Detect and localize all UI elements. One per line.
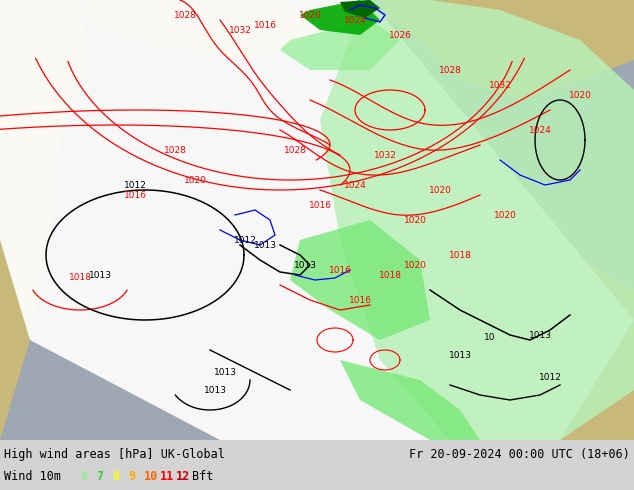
Polygon shape [80,0,320,60]
Text: 10: 10 [144,469,158,483]
Text: 10: 10 [484,333,496,342]
Text: 1013: 1013 [89,270,112,279]
Text: 1016: 1016 [309,200,332,210]
Text: 1028: 1028 [164,146,186,154]
Text: 1028: 1028 [174,10,197,20]
Polygon shape [340,0,380,18]
Text: 1018: 1018 [378,270,401,279]
Polygon shape [280,20,400,70]
Text: 7: 7 [96,469,103,483]
Text: 1020: 1020 [404,216,427,224]
Text: 1013: 1013 [254,241,276,249]
Text: 1020: 1020 [299,10,321,20]
Text: 6: 6 [80,469,87,483]
Polygon shape [320,0,634,440]
Polygon shape [340,360,480,440]
Text: 1012: 1012 [233,236,256,245]
Text: 9: 9 [128,469,135,483]
Text: 1013: 1013 [448,350,472,360]
Text: 12: 12 [176,469,190,483]
Text: 1032: 1032 [229,25,252,34]
Text: 1020: 1020 [429,186,451,195]
Text: 1024: 1024 [529,125,552,134]
Text: 1016: 1016 [349,295,372,304]
Text: 1013: 1013 [294,261,316,270]
Text: High wind areas [hPa] UK-Global: High wind areas [hPa] UK-Global [4,447,225,461]
Text: 1020: 1020 [493,211,517,220]
Text: 1032: 1032 [373,150,396,160]
Text: 1028: 1028 [439,66,462,74]
Text: Bft: Bft [192,469,214,483]
Polygon shape [290,220,430,340]
Text: 11: 11 [160,469,174,483]
Text: 1013: 1013 [214,368,236,376]
Text: 1018: 1018 [448,250,472,260]
Polygon shape [300,0,380,35]
Text: 1018: 1018 [68,272,91,281]
Text: 1016: 1016 [124,191,146,199]
Polygon shape [480,320,634,440]
Text: 1016: 1016 [328,266,351,274]
Text: 8: 8 [112,469,119,483]
Text: 1013: 1013 [204,386,226,394]
Text: 1032: 1032 [489,80,512,90]
Polygon shape [0,0,634,440]
Text: Wind 10m: Wind 10m [4,469,61,483]
Text: Fr 20-09-2024 00:00 UTC (18+06): Fr 20-09-2024 00:00 UTC (18+06) [409,447,630,461]
Text: 1020: 1020 [569,91,592,99]
Text: 1024: 1024 [344,180,366,190]
Text: 1028: 1028 [283,146,306,154]
Text: 1020: 1020 [184,175,207,185]
Polygon shape [380,0,634,100]
Text: 1016: 1016 [254,21,276,29]
Text: 1026: 1026 [389,30,411,40]
Polygon shape [0,0,90,440]
Text: 1024: 1024 [344,16,366,24]
Text: 1013: 1013 [529,330,552,340]
Polygon shape [550,240,634,440]
Text: 1020: 1020 [404,261,427,270]
Text: 1012: 1012 [124,180,146,190]
Text: 1012: 1012 [538,372,562,382]
